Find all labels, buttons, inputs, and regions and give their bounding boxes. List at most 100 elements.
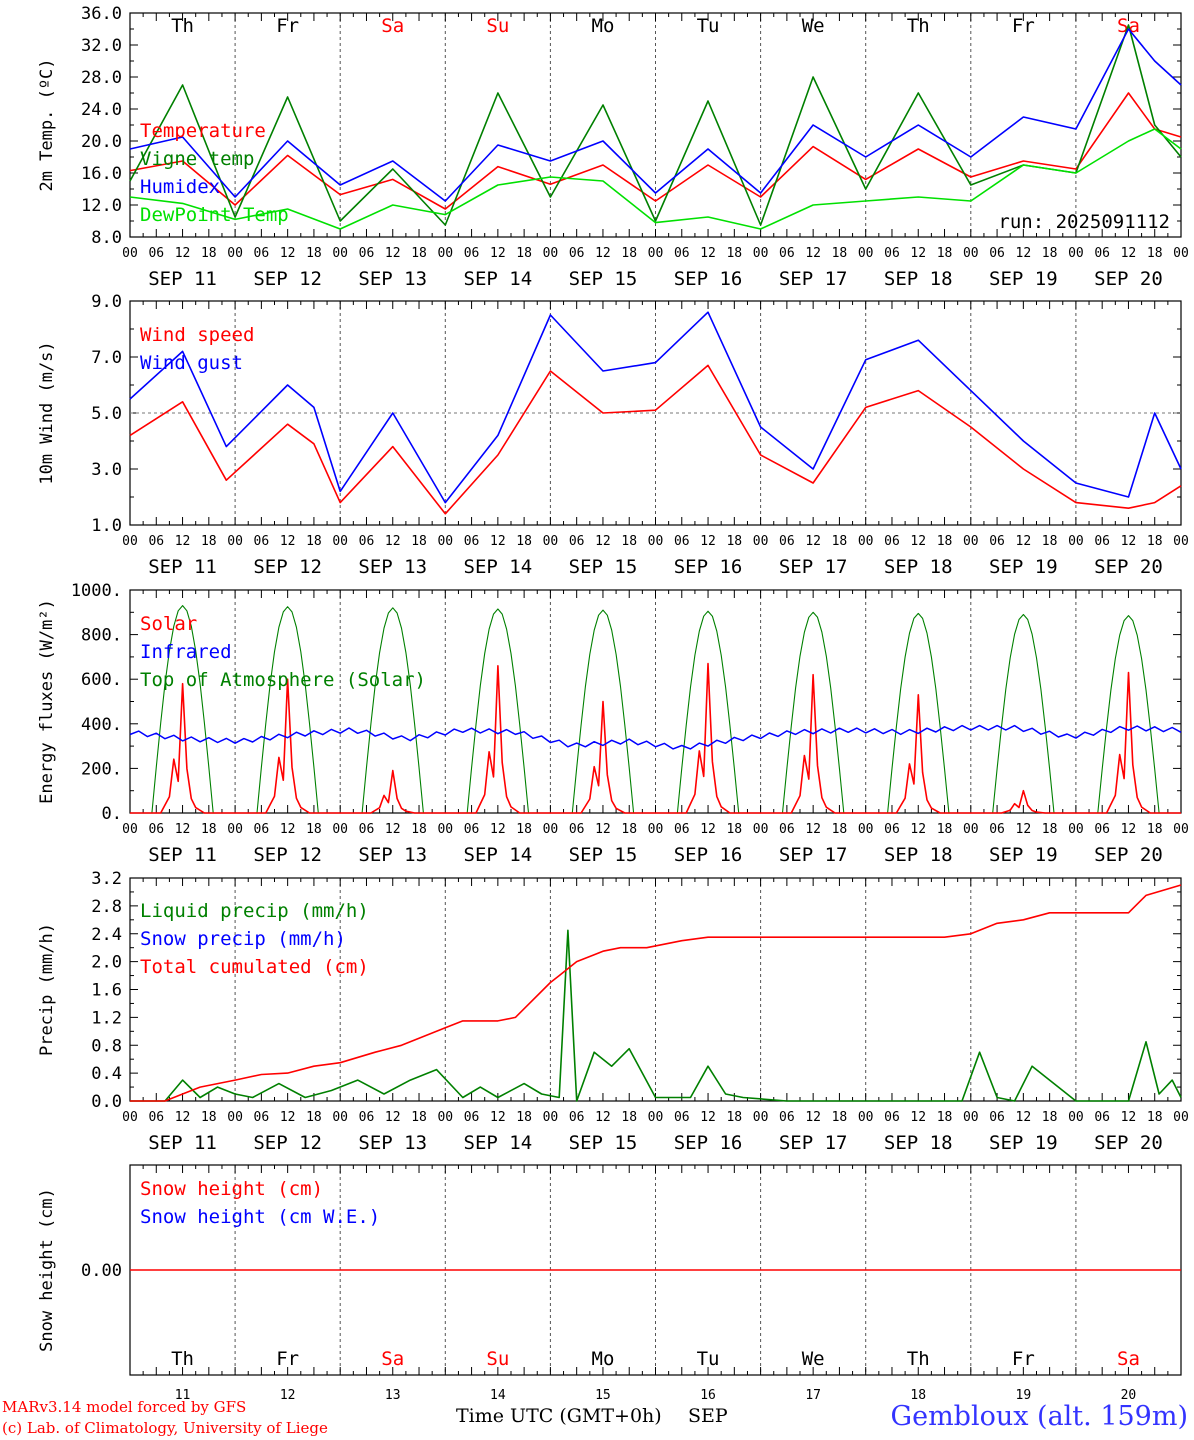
date-label: SEP 15 [569,1132,638,1154]
weekday-label: Su [486,1348,509,1370]
date-label: SEP 20 [1094,844,1163,866]
hour-tick-label: 12 [805,822,821,837]
hour-tick-label: 00 [227,246,243,261]
hour-tick-label: 00 [963,1110,979,1125]
weekday-label: Fr [1012,15,1035,37]
hour-tick-label: 18 [726,822,742,837]
y-tick-label: 800. [81,626,122,646]
hour-tick-label: 18 [411,534,427,549]
model-credit: MARv3.14 model forced by GFS [2,1398,247,1416]
hour-tick-label: 06 [989,246,1005,261]
date-label: SEP 11 [148,268,217,290]
panel-4: 0.0 0.4 0.8 1.2 1.6 2.0 2.4 2.8 3.2 Precip (mm/h)… [37,869,1189,1154]
date-label: SEP 18 [884,268,953,290]
hour-tick-label: 00 [1068,534,1084,549]
y-tick-label: 400. [81,715,122,735]
y-tick-label: 32.0 [81,36,122,56]
hour-tick-label: 06 [254,246,270,261]
hour-tick-label: 18 [411,246,427,261]
legend-liquid-precip-mm-h: Liquid precip (mm/h) [140,900,369,922]
weekday-label: We [802,15,825,37]
hour-tick-label: 06 [464,1110,480,1125]
panel-1: 8.0 12.0 16.0 20.0 24.0 28.0 32.0 36.0 2m Temp. … [37,4,1189,290]
dewpoint-temp-line [129,128,1182,230]
hour-tick-label: 00 [1068,822,1084,837]
hour-tick-label: 12 [385,534,401,549]
hour-tick-label: 12 [490,822,506,837]
day-number-label: 20 [1121,1388,1137,1400]
hour-tick-label: 18 [1042,1110,1058,1125]
hour-tick-label: 00 [332,822,348,837]
y-tick-label: 7.0 [91,348,122,368]
hour-tick-label: 18 [1042,822,1058,837]
hour-tick-label: 00 [227,534,243,549]
hour-tick-label: 00 [648,534,664,549]
y-tick-label: 2.4 [91,925,122,945]
legend-infrared: Infrared [140,641,232,663]
hour-tick-label: 12 [910,1110,926,1125]
hour-tick-label: 06 [674,822,690,837]
hour-tick-label: 12 [805,534,821,549]
date-label: SEP 12 [253,844,322,866]
hour-tick-label: 18 [621,822,637,837]
hour-tick-label: 18 [937,534,953,549]
hour-tick-label: 18 [1147,1110,1163,1125]
hour-tick-label: 06 [569,1110,585,1125]
hour-tick-label: 00 [1173,822,1189,837]
date-label: SEP 19 [989,1132,1058,1154]
hour-tick-label: 18 [1042,534,1058,549]
liquid-precip-mm-h-line [130,929,1182,1102]
hour-tick-label: 06 [569,822,585,837]
hour-tick-label: 18 [1147,246,1163,261]
y-tick-label: 1.0 [91,516,122,536]
hour-tick-label: 06 [779,534,795,549]
y-axis-label: Precip (mm/h) [37,923,57,1056]
hour-tick-label: 00 [332,534,348,549]
hour-tick-label: 12 [1121,534,1137,549]
hour-tick-label: 06 [1094,246,1110,261]
weekday-label: We [802,1348,825,1370]
weekday-label: Th [171,15,194,37]
hour-tick-label: 12 [595,246,611,261]
hour-tick-label: 06 [464,246,480,261]
hour-tick-label: 00 [437,246,453,261]
weekday-label: Mo [592,1348,615,1370]
hour-tick-label: 12 [700,822,716,837]
hour-tick-label: 18 [937,1110,953,1125]
hour-tick-label: 00 [1068,246,1084,261]
hour-tick-label: 06 [989,822,1005,837]
hour-tick-label: 18 [937,822,953,837]
legend-dewpoint-temp: DewPoint Temp [140,204,289,226]
y-tick-label: 20.0 [81,132,122,152]
date-label: SEP 18 [884,844,953,866]
date-label: SEP 14 [464,268,533,290]
weekday-label: Th [171,1348,194,1370]
hour-tick-label: 18 [516,1110,532,1125]
date-label: SEP 19 [989,268,1058,290]
date-label: SEP 20 [1094,268,1163,290]
station-name: Gembloux (alt. 159m) [890,1401,1188,1432]
hour-tick-label: 18 [832,1110,848,1125]
hour-tick-label: 00 [648,246,664,261]
y-tick-label: 2.0 [91,953,122,973]
hour-tick-label: 18 [726,534,742,549]
hour-tick-label: 00 [1173,246,1189,261]
legend-temperature: Temperature [140,120,266,142]
run-annotation: run: 2025091112 [998,211,1170,233]
hour-tick-label: 18 [201,534,217,549]
hour-tick-label: 00 [858,822,874,837]
hour-tick-label: 00 [963,534,979,549]
day-number-label: 11 [175,1388,191,1400]
hour-tick-label: 12 [385,246,401,261]
hour-tick-label: 18 [411,1110,427,1125]
date-label: SEP 12 [253,556,322,578]
weekday-label: Fr [276,15,299,37]
hour-tick-label: 18 [306,822,322,837]
y-axis-label: Snow height (cm) [37,1188,57,1352]
hour-tick-label: 12 [700,246,716,261]
hour-tick-label: 00 [543,822,559,837]
hour-tick-label: 18 [516,534,532,549]
date-label: SEP 16 [674,268,743,290]
date-label: SEP 15 [569,556,638,578]
hour-tick-label: 18 [832,534,848,549]
